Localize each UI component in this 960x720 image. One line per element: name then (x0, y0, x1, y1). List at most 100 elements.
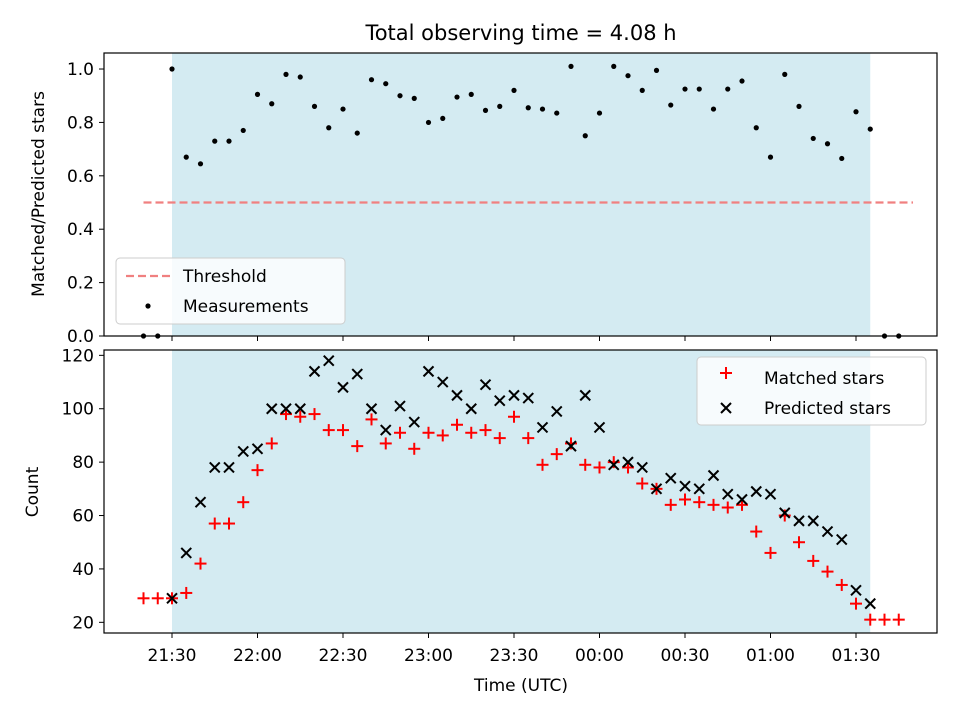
measurement-point (696, 86, 702, 92)
predicted-star-point (536, 421, 549, 434)
predicted-star-point (622, 456, 634, 468)
measurement-point (454, 94, 460, 100)
measurement-point (383, 81, 389, 87)
x-tick-label: 22:30 (319, 646, 368, 666)
predicted-star-point (308, 365, 321, 378)
matched-star-point (550, 448, 563, 461)
predicted-star-point (209, 461, 221, 474)
measurement-point (668, 102, 674, 108)
measurement-point (354, 130, 360, 136)
legend-predicted-label: Predicted stars (764, 399, 891, 419)
measurement-point (753, 125, 759, 131)
matched-star-point (322, 424, 335, 437)
predicted-star-point (764, 488, 777, 500)
measurement-point (867, 126, 873, 132)
matched-star-point (365, 413, 378, 426)
matched-star-point (237, 496, 250, 509)
top-y-tick-label: 0.8 (67, 113, 94, 133)
legend-matched-swatch (720, 367, 732, 379)
measurement-point (554, 110, 560, 116)
matched-star-point (251, 464, 264, 477)
bottom-y-tick-label: 40 (72, 560, 94, 580)
x-tick-label: 23:30 (490, 646, 539, 666)
measurement-point (297, 74, 303, 80)
legend-predicted-swatch (720, 402, 732, 414)
predicted-star-point (380, 424, 392, 436)
measurement-point (710, 106, 717, 112)
matched-star-point (493, 432, 506, 445)
bottom-y-axis-label: Count (23, 466, 43, 517)
measurement-point (568, 63, 574, 69)
predicted-star-point (323, 354, 335, 367)
measurement-point (682, 86, 688, 92)
x-tick-label: 21:30 (148, 646, 197, 666)
bottom-legend: Matched stars Predicted stars (696, 356, 927, 426)
matched-star-point (351, 440, 364, 453)
predicted-star-point (779, 507, 791, 519)
bottom-panel: 20 40 60 80 100 120 21:30 22:00 22:30 23:00 23:30… (23, 346, 938, 696)
predicted-star-point (437, 376, 449, 388)
predicted-star-point (422, 365, 435, 378)
matched-star-point (707, 498, 720, 511)
predicted-star-point (194, 496, 207, 508)
legend-matched-label: Matched stars (764, 369, 884, 389)
measurement-point (511, 87, 517, 93)
measurement-point (582, 133, 588, 139)
measurement-point (197, 161, 204, 167)
chart-title: Total observing time = 4.08 h (364, 21, 676, 45)
measurement-point (810, 135, 816, 142)
top-panel: 0.0 0.2 0.4 0.6 0.8 1.0 Matched/Predicted sta… (29, 52, 938, 347)
matched-star-point (764, 546, 777, 559)
predicted-star-point (836, 533, 848, 546)
x-tick-label: 00:00 (575, 646, 624, 666)
matched-star-point (693, 496, 706, 509)
predicted-star-point (807, 515, 819, 527)
matched-star-point (294, 410, 307, 423)
measurement-point (169, 66, 175, 72)
measurement-point (739, 78, 745, 84)
bottom-plot-frame (103, 349, 938, 634)
predicted-star-point (565, 440, 577, 452)
measurement-point (482, 107, 489, 114)
measurement-point (183, 154, 189, 160)
predicted-star-point (166, 592, 178, 604)
predicted-star-point (280, 403, 292, 415)
bottom-y-tick-label: 100 (62, 400, 94, 420)
bottom-legend-box (696, 356, 927, 426)
matched-star-point (508, 410, 520, 423)
matched-star-point (679, 493, 691, 506)
measurement-point (625, 73, 631, 79)
measurement-point (340, 106, 346, 112)
measurement-point (240, 127, 246, 134)
matched-star-point (208, 517, 221, 530)
measurement-point (311, 103, 318, 109)
predicted-star-point (579, 389, 591, 402)
matched-star-point (721, 501, 734, 514)
measurement-point (782, 71, 788, 77)
measurement-point (411, 95, 417, 101)
predicted-star-point (821, 525, 834, 538)
matched-star-point (807, 554, 820, 567)
top-y-tick-label: 0.4 (67, 220, 94, 240)
top-y-tick-label: 1.0 (67, 60, 94, 80)
matched-star-point (850, 597, 862, 610)
matched-star-point (864, 613, 877, 626)
x-tick-label: 01:00 (746, 646, 795, 666)
measurement-point (468, 91, 474, 97)
predicted-star-point (793, 515, 805, 527)
measurement-point (853, 109, 859, 115)
x-tick-label: 23:00 (404, 646, 453, 666)
legend-measurements-swatch (145, 303, 151, 309)
predicted-star-point (608, 459, 620, 471)
matched-star-point (223, 517, 235, 530)
predicted-star-point (693, 483, 705, 495)
predicted-star-point (707, 469, 720, 482)
matched-star-point (151, 592, 164, 605)
measurement-point (212, 138, 218, 144)
measurement-point (611, 63, 617, 69)
predicted-star-point (679, 480, 691, 492)
top-legend-box (115, 257, 346, 325)
predicted-star-point (251, 443, 264, 455)
measurement-point (497, 103, 503, 109)
